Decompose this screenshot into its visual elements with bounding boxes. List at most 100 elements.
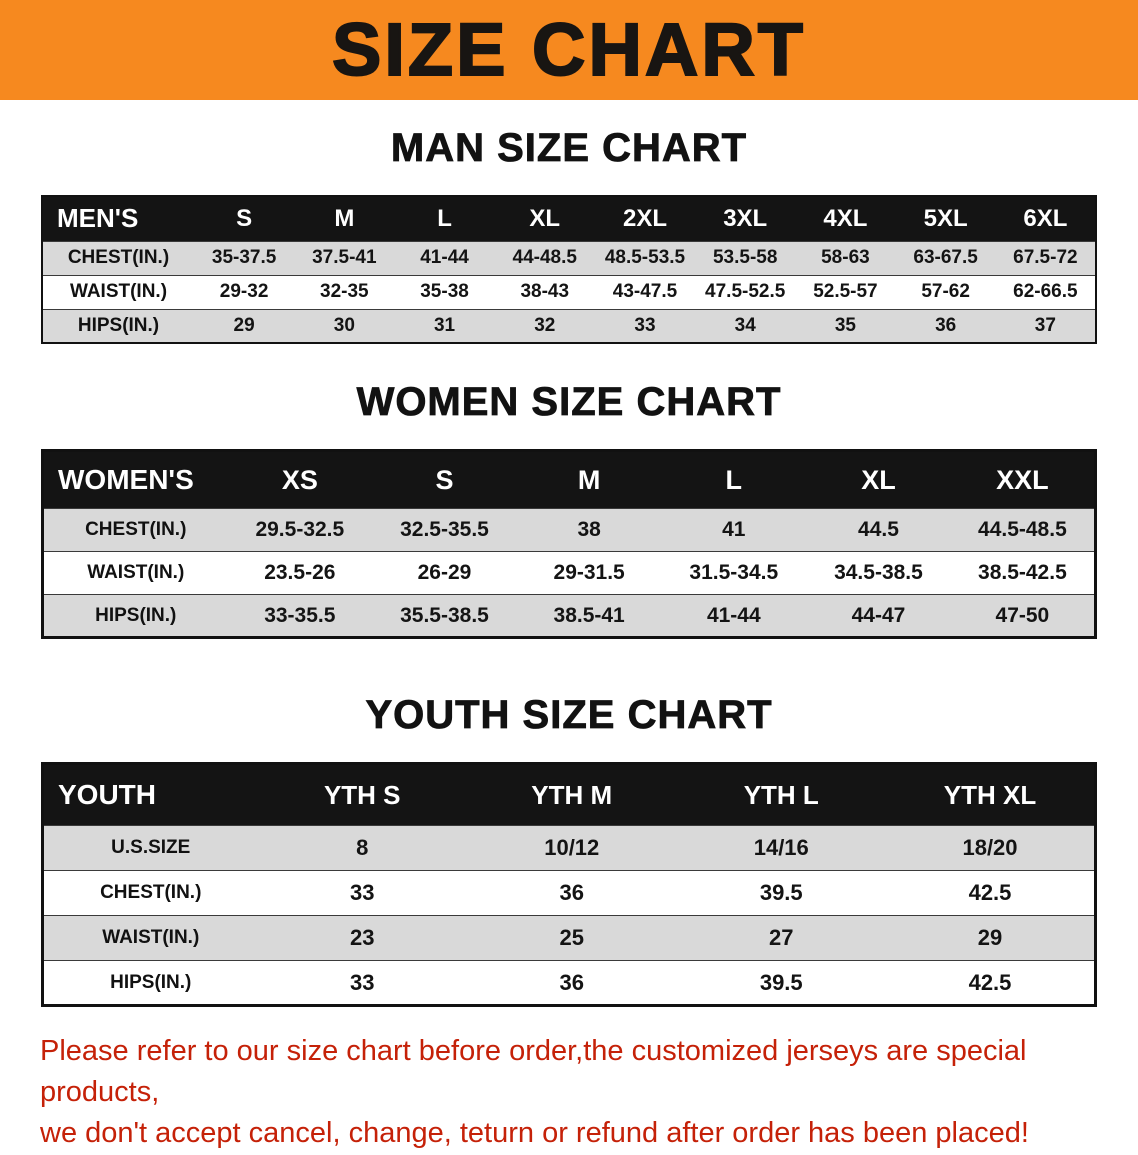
- banner: SIZE CHART: [0, 0, 1138, 100]
- table-row: CHEST(IN.) 29.5-32.5 32.5-35.5 38 41 44.5 44.5…: [42, 508, 1096, 552]
- measurement-cell: 36: [559, 969, 584, 995]
- measurement-cell: 29-31.5: [553, 561, 625, 584]
- measurement-cell: 38.5-41: [553, 603, 625, 627]
- measurement-cell: 47-50: [995, 603, 1050, 627]
- measurement-cell: 36: [559, 880, 584, 905]
- measurement-cell: 38.5-42.5: [978, 561, 1067, 584]
- table-row: WAIST(IN.) 29-32 32-35 35-38 38-43 43-47.5 47.…: [42, 275, 1096, 309]
- size-header-cell: M: [334, 204, 355, 232]
- women-size-table: WOMEN'S XS S M L XL XXL CHEST(IN.) 29.5-32.5 32.5…: [41, 449, 1097, 639]
- measurement-cell: 42.5: [968, 880, 1012, 905]
- measurement-cell: 33: [350, 880, 375, 905]
- measurement-cell: 31.5-34.5: [689, 561, 779, 584]
- measurement-cell: 48.5-53.5: [604, 247, 686, 268]
- measurement-cell: 63-67.5: [913, 247, 978, 268]
- youth-size-heading: YOUTH SIZE CHART: [365, 693, 773, 738]
- size-header-cell: XL: [861, 464, 896, 495]
- measurement-cell: 32.5-35.5: [400, 518, 489, 541]
- measurement-cell: 44.5: [858, 518, 899, 541]
- size-header-cell: 4XL: [823, 204, 868, 232]
- measurement-cell: 47.5-52.5: [705, 281, 786, 302]
- row-label-cell: HIPS(IN.): [77, 314, 160, 336]
- size-header-cell: XS: [281, 464, 318, 495]
- table-row: WAIST(IN.) 23 25 27 29: [42, 915, 1096, 961]
- table-title-cell: WOMEN'S: [58, 464, 194, 495]
- disclaimer: Please refer to our size chart before or…: [0, 1031, 1138, 1155]
- youth-size-section: YOUTH SIZE CHART YOUTH YTH S YTH M YTH L YTH…: [0, 693, 1138, 1007]
- size-header-cell: S: [236, 204, 253, 232]
- measurement-cell: 35-37.5: [211, 247, 277, 268]
- measurement-cell: 34.5-38.5: [834, 561, 923, 584]
- measurement-cell: 57-62: [921, 281, 970, 302]
- man-size-table: MEN'S S M L XL 2XL 3XL 4XL 5XL 6XL CHEST(IN.) 35-37…: [41, 195, 1097, 344]
- table-row: CHEST(IN.) 33 36 39.5 42.5: [42, 870, 1096, 916]
- measurement-cell: 30: [333, 314, 355, 336]
- table-header-row: YOUTH YTH S YTH M YTH L YTH XL: [42, 763, 1096, 826]
- measurement-cell: 33: [634, 314, 656, 336]
- measurement-cell: 27: [769, 925, 794, 950]
- measurement-cell: 35.5-38.5: [400, 603, 489, 627]
- measurement-cell: 23: [350, 925, 375, 950]
- size-header-cell: M: [577, 464, 601, 495]
- measurement-cell: 33: [350, 969, 375, 995]
- measurement-cell: 44-47: [851, 603, 906, 627]
- disclaimer-line-1: Please refer to our size chart before or…: [40, 1035, 1027, 1109]
- measurement-cell: 25: [559, 925, 584, 950]
- measurement-cell: 34: [734, 314, 756, 336]
- measurement-cell: 53.5-58: [712, 247, 778, 268]
- size-header-cell: XL: [529, 204, 561, 232]
- measurement-cell: 32: [534, 314, 556, 336]
- measurement-cell: 26-29: [417, 561, 472, 584]
- measurement-cell: 41-44: [706, 603, 761, 627]
- youth-size-table: YOUTH YTH S YTH M YTH L YTH XL U.S.SIZE 8 10/12…: [41, 762, 1097, 1007]
- row-label-cell: CHEST(IN.): [100, 882, 202, 903]
- table-title-cell: MEN'S: [57, 203, 139, 234]
- measurement-cell: 35-38: [420, 281, 469, 302]
- size-header-cell: 3XL: [723, 204, 768, 232]
- size-header-cell: 5XL: [923, 204, 968, 232]
- measurement-cell: 39.5: [759, 880, 803, 905]
- size-header-cell: YTH M: [531, 779, 613, 810]
- table-row: HIPS(IN.) 29 30 31 32 33 34 35 36 37: [42, 309, 1096, 343]
- table-row: HIPS(IN.) 33-35.5 35.5-38.5 38.5-41 41-44 44-…: [42, 594, 1096, 638]
- size-header-cell: 6XL: [1023, 204, 1068, 232]
- measurement-cell: 42.5: [968, 969, 1012, 995]
- size-header-cell: S: [435, 464, 454, 495]
- measurement-cell: 29.5-32.5: [255, 518, 345, 541]
- table-row: U.S.SIZE 8 10/12 14/16 18/20: [42, 825, 1096, 871]
- women-size-heading: WOMEN SIZE CHART: [356, 380, 782, 425]
- measurement-cell: 58-63: [821, 247, 870, 268]
- table-header-row: WOMEN'S XS S M L XL XXL: [42, 450, 1096, 509]
- row-label-cell: WAIST(IN.): [102, 927, 200, 948]
- measurement-cell: 18/20: [962, 835, 1018, 860]
- table-header-row: MEN'S S M L XL 2XL 3XL 4XL 5XL 6XL: [42, 196, 1096, 241]
- measurement-cell: 31: [433, 314, 456, 336]
- row-label-cell: WAIST(IN.): [87, 562, 185, 583]
- measurement-cell: 29-32: [219, 281, 269, 302]
- page-title: SIZE CHART: [331, 8, 806, 91]
- table-row: HIPS(IN.) 33 36 39.5 42.5: [42, 960, 1096, 1006]
- measurement-cell: 37: [1034, 314, 1056, 336]
- table-row: CHEST(IN.) 35-37.5 37.5-41 41-44 44-48.5 48.5…: [42, 241, 1096, 275]
- measurement-cell: 32-35: [320, 281, 369, 302]
- disclaimer-line-2: we don't accept cancel, change, teturn o…: [40, 1117, 1029, 1150]
- man-size-heading: MAN SIZE CHART: [390, 126, 748, 171]
- size-header-cell: L: [725, 464, 743, 495]
- size-header-cell: YTH XL: [943, 779, 1037, 810]
- measurement-cell: 67.5-72: [1013, 247, 1078, 268]
- row-label-cell: CHEST(IN.): [85, 519, 187, 540]
- table-row: WAIST(IN.) 23.5-26 26-29 29-31.5 31.5-34.5 34…: [42, 551, 1096, 595]
- measurement-cell: 41: [722, 518, 746, 541]
- measurement-cell: 41-44: [420, 247, 469, 268]
- measurement-cell: 38: [577, 518, 601, 541]
- size-header-cell: YTH S: [323, 779, 401, 810]
- women-size-section: WOMEN SIZE CHART WOMEN'S XS S M L XL XXL CHEST(…: [0, 380, 1138, 639]
- row-label-cell: WAIST(IN.): [69, 281, 168, 302]
- measurement-cell: 33-35.5: [264, 603, 336, 627]
- measurement-cell: 14/16: [753, 835, 809, 860]
- size-header-cell: YTH L: [743, 779, 819, 810]
- man-size-section: MAN SIZE CHART MEN'S S M L XL 2XL 3XL 4XL 5XL 6XL…: [0, 126, 1138, 344]
- measurement-cell: 29: [977, 925, 1003, 950]
- measurement-cell: 35: [834, 314, 856, 336]
- row-label-cell: HIPS(IN.): [110, 971, 192, 993]
